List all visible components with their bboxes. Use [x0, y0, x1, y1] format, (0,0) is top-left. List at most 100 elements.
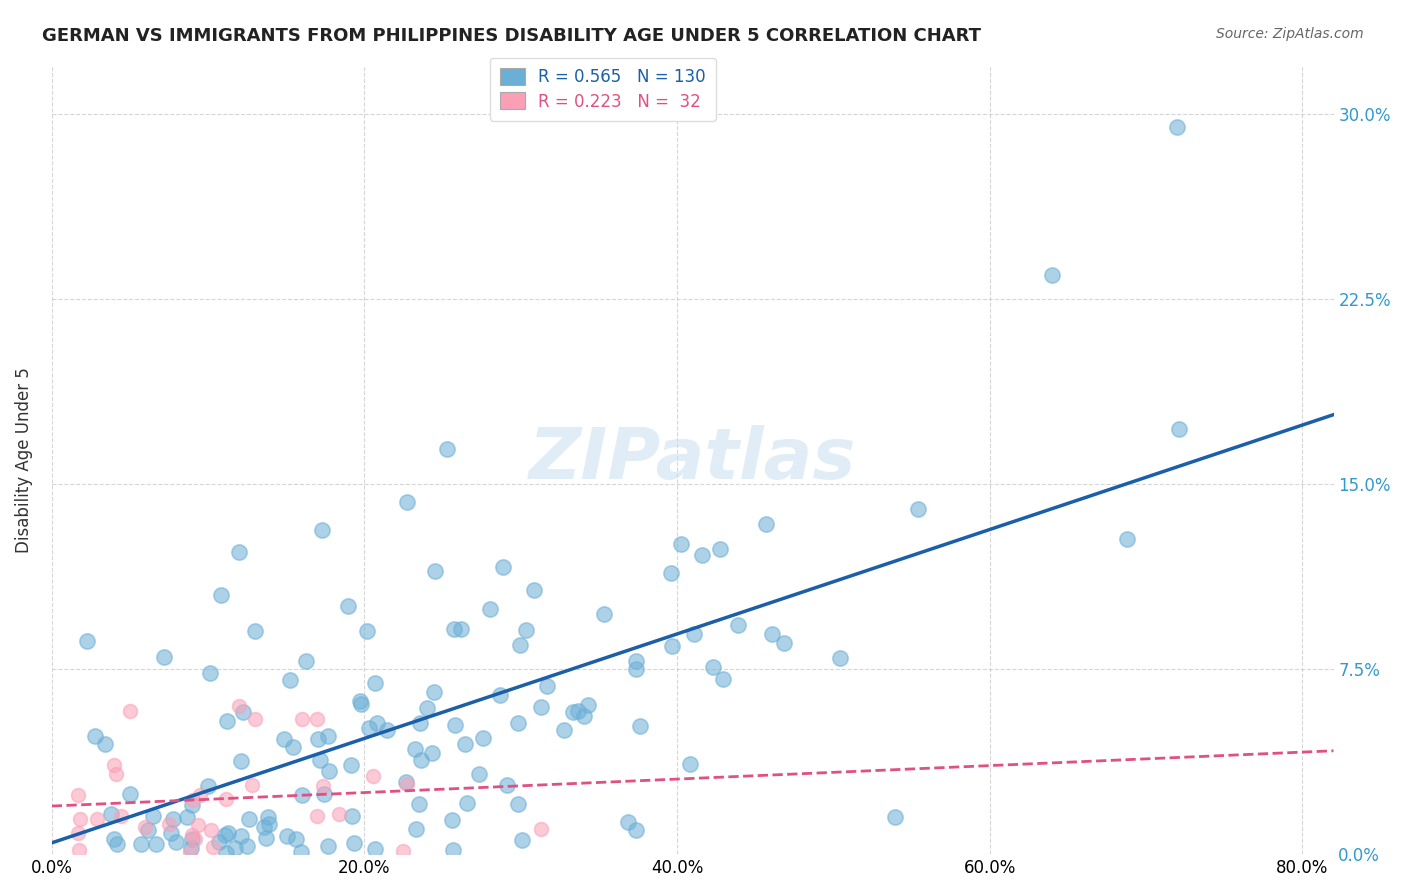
- Point: [181, 793, 204, 807]
- Point: [572, 709, 595, 723]
- Point: [709, 541, 731, 556]
- Point: [217, 826, 239, 840]
- Point: [356, 624, 378, 638]
- Point: [488, 688, 510, 702]
- Point: [215, 792, 238, 806]
- Point: [110, 809, 132, 823]
- Point: [444, 718, 467, 732]
- Point: [184, 832, 207, 847]
- Point: [711, 672, 734, 686]
- Point: [312, 787, 335, 801]
- Point: [224, 840, 246, 855]
- Point: [340, 809, 363, 823]
- Point: [416, 701, 439, 715]
- Point: [727, 618, 749, 632]
- Point: [420, 746, 443, 760]
- Point: [188, 789, 211, 803]
- Legend: R = 0.565   N = 130, R = 0.223   N =  32: R = 0.565 N = 130, R = 0.223 N = 32: [489, 58, 716, 120]
- Point: [229, 830, 252, 844]
- Point: [349, 694, 371, 708]
- Point: [103, 832, 125, 847]
- Point: [408, 797, 430, 811]
- Point: [67, 843, 90, 857]
- Point: [197, 779, 219, 793]
- Point: [479, 602, 502, 616]
- Point: [215, 714, 238, 728]
- Y-axis label: Disability Age Under 5: Disability Age Under 5: [15, 367, 32, 552]
- Point: [153, 650, 176, 665]
- Point: [305, 809, 328, 823]
- Point: [377, 723, 399, 738]
- Point: [509, 639, 531, 653]
- Point: [134, 820, 156, 834]
- Point: [422, 685, 444, 699]
- Point: [238, 812, 260, 826]
- Point: [232, 705, 254, 719]
- Point: [93, 737, 115, 751]
- Point: [291, 712, 314, 726]
- Point: [209, 589, 232, 603]
- Point: [198, 666, 221, 681]
- Point: [828, 650, 851, 665]
- Point: [443, 622, 465, 636]
- Point: [243, 712, 266, 726]
- Point: [515, 623, 537, 637]
- Point: [67, 826, 90, 840]
- Point: [661, 639, 683, 653]
- Point: [159, 817, 181, 831]
- Point: [103, 758, 125, 772]
- Point: [240, 778, 263, 792]
- Point: [235, 838, 257, 853]
- Point: [395, 775, 418, 789]
- Point: [283, 739, 305, 754]
- Point: [278, 673, 301, 687]
- Point: [208, 835, 231, 849]
- Point: [364, 842, 387, 856]
- Point: [450, 622, 472, 636]
- Point: [530, 699, 553, 714]
- Point: [1116, 532, 1139, 546]
- Point: [562, 705, 585, 719]
- Point: [340, 758, 363, 772]
- Point: [423, 564, 446, 578]
- Point: [553, 723, 575, 737]
- Point: [624, 654, 647, 668]
- Point: [76, 633, 98, 648]
- Point: [702, 659, 724, 673]
- Point: [441, 843, 464, 857]
- Point: [307, 712, 329, 726]
- Point: [105, 767, 128, 781]
- Point: [1168, 422, 1191, 436]
- Point: [366, 715, 388, 730]
- Point: [357, 721, 380, 735]
- Point: [187, 818, 209, 832]
- Point: [276, 829, 298, 843]
- Point: [284, 832, 307, 847]
- Point: [337, 599, 360, 613]
- Point: [180, 828, 202, 842]
- Point: [273, 731, 295, 746]
- Point: [441, 814, 464, 828]
- Point: [253, 820, 276, 834]
- Point: [318, 729, 340, 743]
- Point: [626, 662, 648, 676]
- Point: [312, 779, 335, 793]
- Point: [202, 840, 225, 855]
- Point: [200, 823, 222, 838]
- Point: [508, 716, 530, 731]
- Point: [290, 845, 312, 859]
- Point: [307, 732, 329, 747]
- Point: [523, 583, 546, 598]
- Point: [396, 495, 419, 509]
- Point: [160, 826, 183, 840]
- Point: [576, 698, 599, 713]
- Point: [409, 716, 432, 731]
- Point: [142, 809, 165, 823]
- Point: [471, 731, 494, 745]
- Point: [624, 822, 647, 837]
- Point: [492, 560, 515, 574]
- Point: [131, 837, 153, 851]
- Point: [316, 838, 339, 853]
- Point: [343, 836, 366, 850]
- Point: [181, 831, 204, 846]
